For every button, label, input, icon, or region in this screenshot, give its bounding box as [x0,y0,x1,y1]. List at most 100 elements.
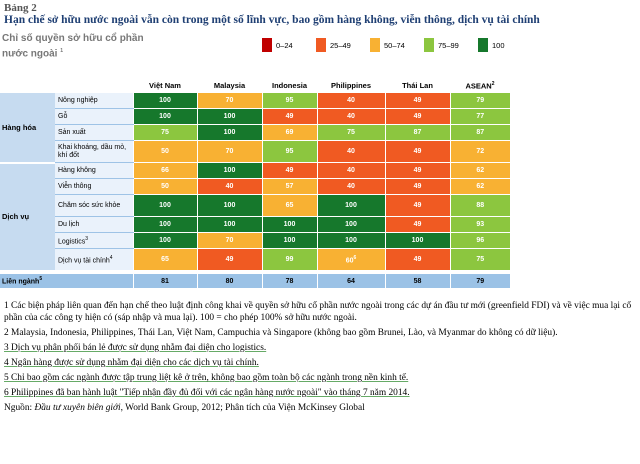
value: 100 [223,129,236,136]
value-cell: 100 [132,194,197,217]
value: 100 [283,237,296,244]
value-cell: 80 [196,270,262,289]
footnote: 6 Philippines đã ban hành luật "Tiếp nhậ… [4,388,410,398]
value: 40 [347,148,355,155]
footnote: 4 Ngân hàng được sử dụng nhằm đại diện c… [4,358,259,368]
value: 95 [285,148,294,155]
row-label: Logistics3 [55,232,133,249]
value: 49 [413,183,422,190]
row-label-text: Khai khoáng, dầu mỏ, khí đốt [58,143,127,159]
value: 40 [225,183,234,190]
legend-swatch [424,38,434,52]
column-header: Indonesia [262,78,317,93]
table-row: Gỗ 100 100 49 40 49 77 [0,108,510,125]
footnotes: 1 Các biện pháp liên quan đến hạn chế th… [4,300,634,417]
footnote: 2 Malaysia, Indonesia, Philippines, Thái… [4,328,558,338]
value-cell: 606 [316,248,385,273]
value-cell: 100 [261,232,317,249]
value-cell: 62 [449,178,510,195]
note-ref: 3 [85,235,89,242]
group-label: Dịch vụ [0,162,55,273]
note-ref: 4 [109,254,113,261]
value-cell: 75 [316,124,385,141]
value: 49 [413,113,422,120]
value-cell: 49 [384,178,450,195]
total-row: Liên ngành5 81 80 78 64 58 79 [0,270,510,289]
value-cell: 100 [316,216,385,233]
value-cell: 96 [449,232,510,249]
value-cell: 100 [316,194,385,217]
value-cell: 100 [196,194,262,217]
value-cell: 40 [316,178,385,195]
legend-item: 25–49 [316,38,370,52]
value-cell: 66 [132,162,197,179]
table-row: Du lịch 100 100 100 100 49 93 [0,216,510,233]
header: Bảng 2 Hạn chế sở hữu nước ngoài vẫn còn… [4,2,640,26]
column-label: Indonesia [271,81,307,90]
value: 100 [223,221,236,228]
value: 49 [285,113,294,120]
value-cell: 49 [261,162,317,179]
row-label-text: Hàng không [58,166,96,174]
footnote: 1 Các biện pháp liên quan đến hạn chế th… [4,301,632,323]
row-label: Gỗ [55,108,133,125]
value-cell: 40 [316,140,385,163]
table-label: Bảng 2 [4,2,37,14]
row-label-text: Du lịch [58,220,80,228]
value-cell: 100 [384,232,450,249]
value-cell: 77 [449,108,510,125]
value-cell: 58 [384,270,450,289]
row-label: Nông nghiệp [55,93,133,109]
column-label: Philippines [330,81,371,90]
row-label-text: Gỗ [58,112,68,120]
row-label-text: Liên ngành [2,278,40,286]
value: 70 [225,97,234,104]
value-cell: 49 [384,140,450,163]
column-header: Việt Nam [133,78,197,93]
value: 64 [347,277,355,285]
value-cell: 100 [132,93,197,109]
value: 60 [345,257,354,265]
value: 93 [476,221,485,228]
value-cell: 93 [449,216,510,233]
value: 100 [411,237,424,244]
value: 100 [159,202,171,209]
legend-swatch [370,38,380,52]
value-cell: 49 [261,108,317,125]
value: 100 [159,237,171,244]
legend-title-text: Chỉ số quyền sở hữu cổ phần nước ngoài [2,33,144,60]
value-cell: 95 [261,140,317,163]
header-row: Việt Nam Malaysia Indonesia Philippines Thái… [0,78,510,93]
value: 75 [347,129,355,136]
source: Nguồn: Đầu tư xuyên biên giới, World Ban… [4,402,634,414]
column-header: Malaysia [197,78,262,93]
legend: 0–24 25–49 50–74 75–99 100 [262,38,532,52]
value-cell: 49 [384,108,450,125]
row-label-text: Logistics [58,238,86,246]
value: 49 [413,167,422,174]
value-cell: 64 [316,270,385,289]
table-row: Viễn thông 50 40 57 40 49 62 [0,178,510,195]
group-label: Hàng hóa [0,93,55,164]
value-cell: 49 [384,216,450,233]
value-cell: 100 [196,162,262,179]
value-cell: 70 [196,93,262,109]
value-cell: 40 [316,162,385,179]
value: 70 [225,237,234,244]
value-cell: 100 [196,124,262,141]
column-header: Philippines [317,78,385,93]
value: 62 [476,183,485,190]
value: 100 [345,237,357,244]
column-label: Việt Nam [149,81,181,90]
column-header: ASEAN2 [450,78,510,93]
row-label: Khai khoáng, dầu mỏ, khí đốt [55,140,133,163]
value: 65 [285,202,294,209]
source-prefix: Nguồn: [4,403,33,413]
value-cell: 65 [261,194,317,217]
row-label: Chăm sóc sức khỏe [55,194,133,217]
total-label: Liên ngành5 [0,270,133,289]
value: 81 [161,277,169,285]
value-cell: 87 [384,124,450,141]
legend-label: 50–74 [384,40,405,50]
table-row: Logistics3 100 70 100 100 100 96 [0,232,510,249]
